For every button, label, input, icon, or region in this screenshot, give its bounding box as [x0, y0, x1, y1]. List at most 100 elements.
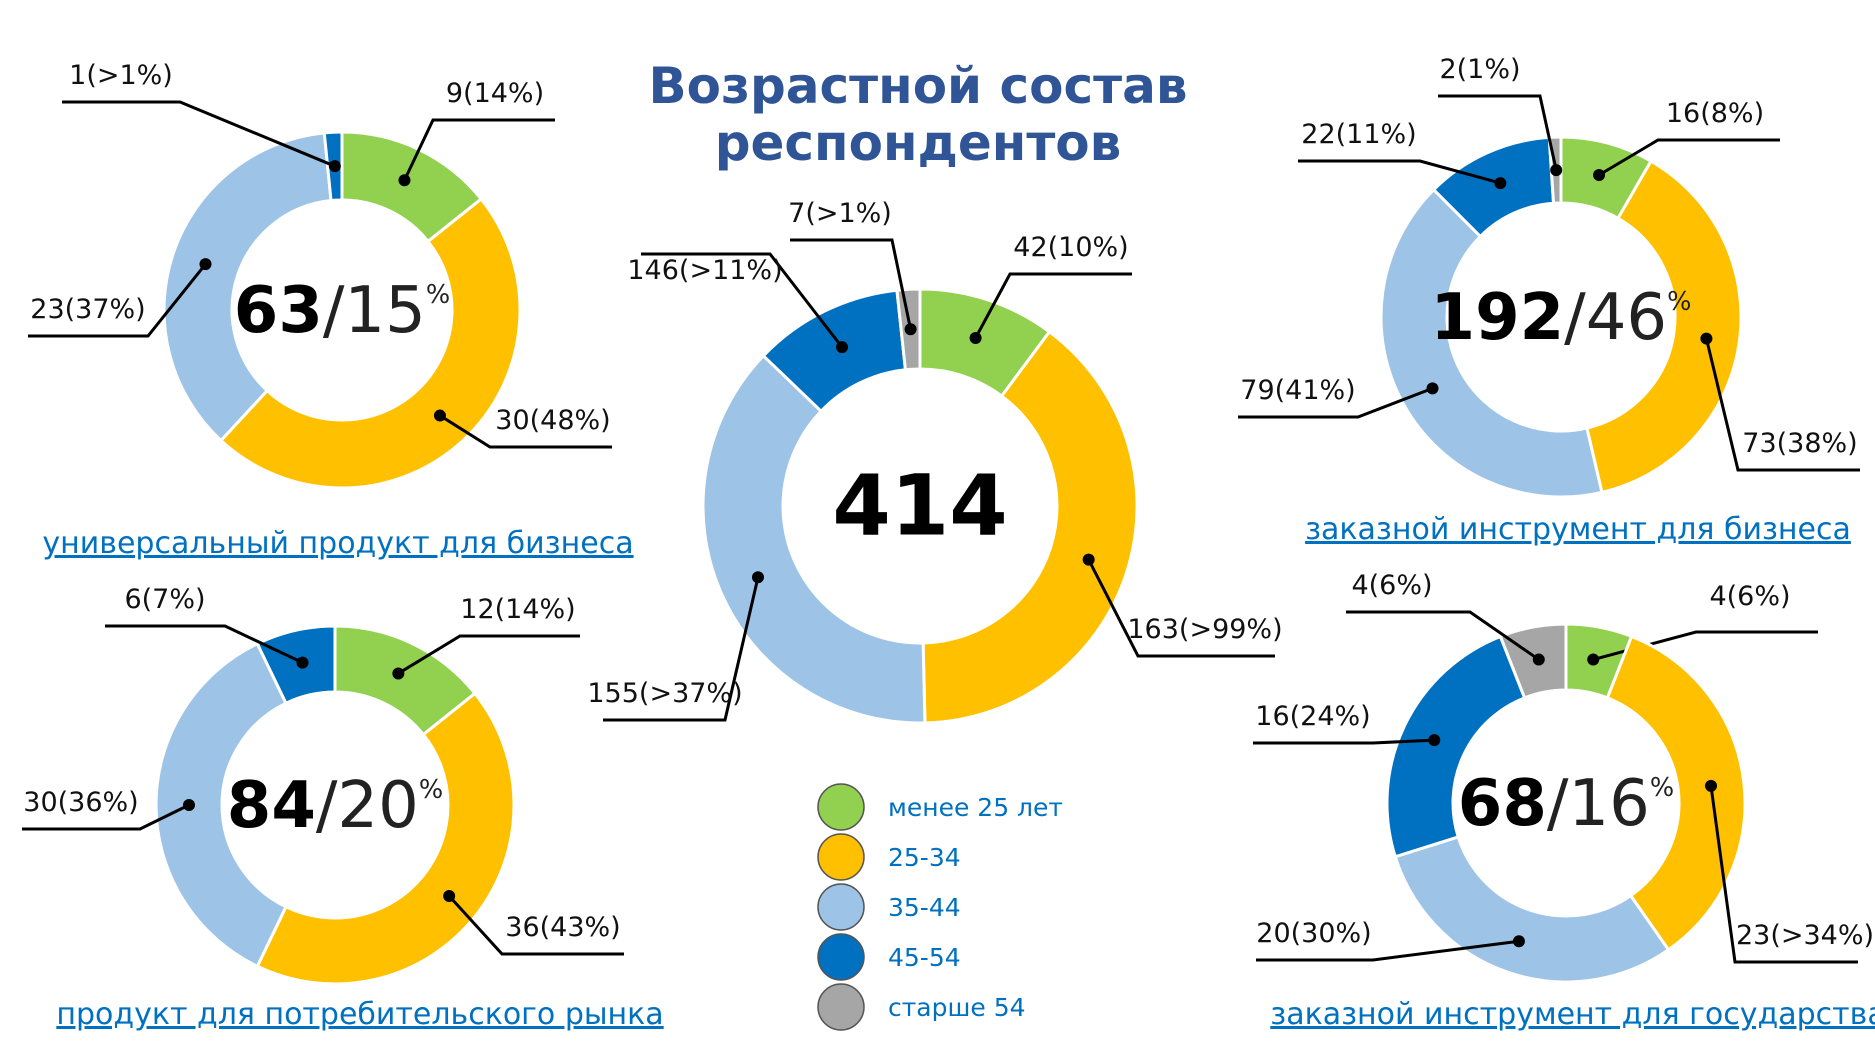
callout-line: [22, 803, 190, 831]
callout-dot: [969, 331, 982, 344]
data-label: 7(>1%): [788, 198, 892, 229]
donut-chart-3: 16(8%) 73(38%) 79(41%) 22(11%) 2(1%) 192/46% з…: [1238, 54, 1860, 547]
callout-dot: [398, 174, 411, 187]
callout-line: [603, 576, 760, 722]
data-label: 30(48%): [495, 405, 610, 436]
data-label: 146(>11%): [627, 255, 782, 286]
callout-dot: [392, 667, 405, 680]
callout-dot: [1550, 164, 1563, 177]
legend-item-5: старше 54: [817, 983, 1026, 1031]
legend-item-3: 35-44: [817, 883, 961, 931]
chart-caption[interactable]: продукт для потребительского рынка: [56, 997, 663, 1032]
data-label: 9(14%): [446, 78, 544, 109]
share-percent: /15: [323, 274, 426, 348]
respondent-count: 84: [227, 769, 316, 843]
data-label: 16(24%): [1255, 701, 1370, 732]
callout-line: [1709, 785, 1858, 964]
data-label: 16(8%): [1666, 98, 1764, 129]
data-label: 23(>34%): [1736, 920, 1874, 951]
callout-dot: [296, 656, 309, 669]
legend-swatch: [817, 883, 865, 931]
slice-25-34: [1605, 634, 1747, 952]
slice-35-44: [1393, 835, 1671, 984]
respondent-count: 414: [832, 457, 1007, 555]
center-value: 84/20%: [227, 769, 443, 843]
donut-charts: 9(14%) 30(48%) 23(37%) 1(>1%) 63/15% универса…: [22, 54, 1875, 1032]
chart-caption[interactable]: универсальный продукт для бизнеса: [42, 526, 633, 561]
chart-caption[interactable]: заказной инструмент для государства: [1270, 997, 1875, 1032]
data-label: 1(>1%): [69, 60, 173, 91]
callout-dot: [183, 799, 195, 811]
callout-line: [790, 238, 913, 330]
data-label: 36(43%): [505, 912, 620, 943]
callout-dot: [751, 571, 764, 584]
legend-label: 25-34: [888, 843, 961, 872]
callout-line: [62, 100, 336, 168]
callout-dot: [835, 341, 848, 354]
chart-caption[interactable]: заказной инструмент для бизнеса: [1305, 512, 1851, 547]
callout-line: [28, 263, 207, 338]
donut-chart-1: 9(14%) 30(48%) 23(37%) 1(>1%) 63/15% универса…: [28, 60, 634, 561]
data-label: 22(11%): [1301, 119, 1416, 150]
callout-line: [1253, 738, 1435, 745]
callout-dot: [1512, 935, 1525, 948]
callout-line: [403, 118, 555, 181]
callout-line: [397, 634, 580, 675]
center-value: 68/16%: [1458, 767, 1674, 841]
center-value: 192/46%: [1431, 281, 1692, 355]
callout-line: [439, 414, 612, 449]
data-label: 4(6%): [1351, 570, 1432, 601]
callout-line: [1438, 94, 1558, 171]
legend-swatch: [817, 833, 865, 881]
legend-label: менее 25 лет: [888, 793, 1063, 822]
center-value: 414: [832, 457, 1007, 555]
data-label: 6(7%): [124, 584, 205, 615]
callout-dot: [328, 160, 341, 173]
legend-swatch: [817, 933, 865, 981]
slice-35-44: [154, 641, 288, 969]
legend-label: старше 54: [888, 993, 1026, 1022]
slice-35-44: [701, 353, 927, 725]
percent-sign: %: [426, 280, 450, 310]
callout-dot: [199, 258, 212, 271]
callout-line: [448, 895, 624, 956]
callout-dot: [1704, 779, 1717, 792]
data-label: 2(1%): [1439, 54, 1520, 85]
callout-dot: [1082, 553, 1095, 566]
data-label: 163(>99%): [1127, 614, 1282, 645]
callout-dot: [1700, 332, 1713, 345]
callout-dot: [904, 323, 917, 336]
percent-sign: %: [1650, 773, 1674, 803]
callout-line: [1346, 610, 1540, 661]
callout-line: [1298, 159, 1501, 185]
data-label: 155(>37%): [587, 678, 742, 709]
legend-swatch: [817, 783, 865, 831]
respondent-count: 192: [1431, 281, 1565, 355]
legend-item-4: 45-54: [817, 933, 961, 981]
callout-line: [974, 272, 1132, 339]
donut-chart-2: 42(10%) 163(>99%) 155(>37%) 146(>11%)7(>1%)…: [587, 198, 1283, 725]
donut-chart-5: 4(6%) 23(>34%) 20(30%) 16(24%) 4(6%) 68/16% за…: [1253, 570, 1875, 1032]
callout-dot: [1426, 382, 1439, 395]
share-percent: /20: [316, 769, 419, 843]
legend-label: 35-44: [888, 893, 961, 922]
page-title-line-2: респондентов: [715, 114, 1122, 172]
callout-dot: [443, 890, 456, 903]
page-title-line-1: Возрастной состав: [649, 57, 1188, 115]
legend-swatch: [817, 983, 865, 1031]
data-label: 4(6%): [1709, 581, 1790, 612]
data-label: 73(38%): [1742, 428, 1857, 459]
callout-dot: [1428, 734, 1441, 747]
percent-sign: %: [1667, 287, 1691, 317]
legend-label: 45-54: [888, 943, 961, 972]
percent-sign: %: [419, 775, 443, 805]
callout-line: [1238, 387, 1434, 419]
callout-dot: [1532, 653, 1545, 666]
slice-45-54: [255, 624, 337, 706]
callout-line: [1598, 138, 1780, 177]
slice-25-34: [255, 691, 516, 986]
slice-25-34: [1585, 159, 1743, 495]
legend-item-2: 25-34: [817, 833, 961, 881]
slice-45-54: [1385, 634, 1527, 859]
